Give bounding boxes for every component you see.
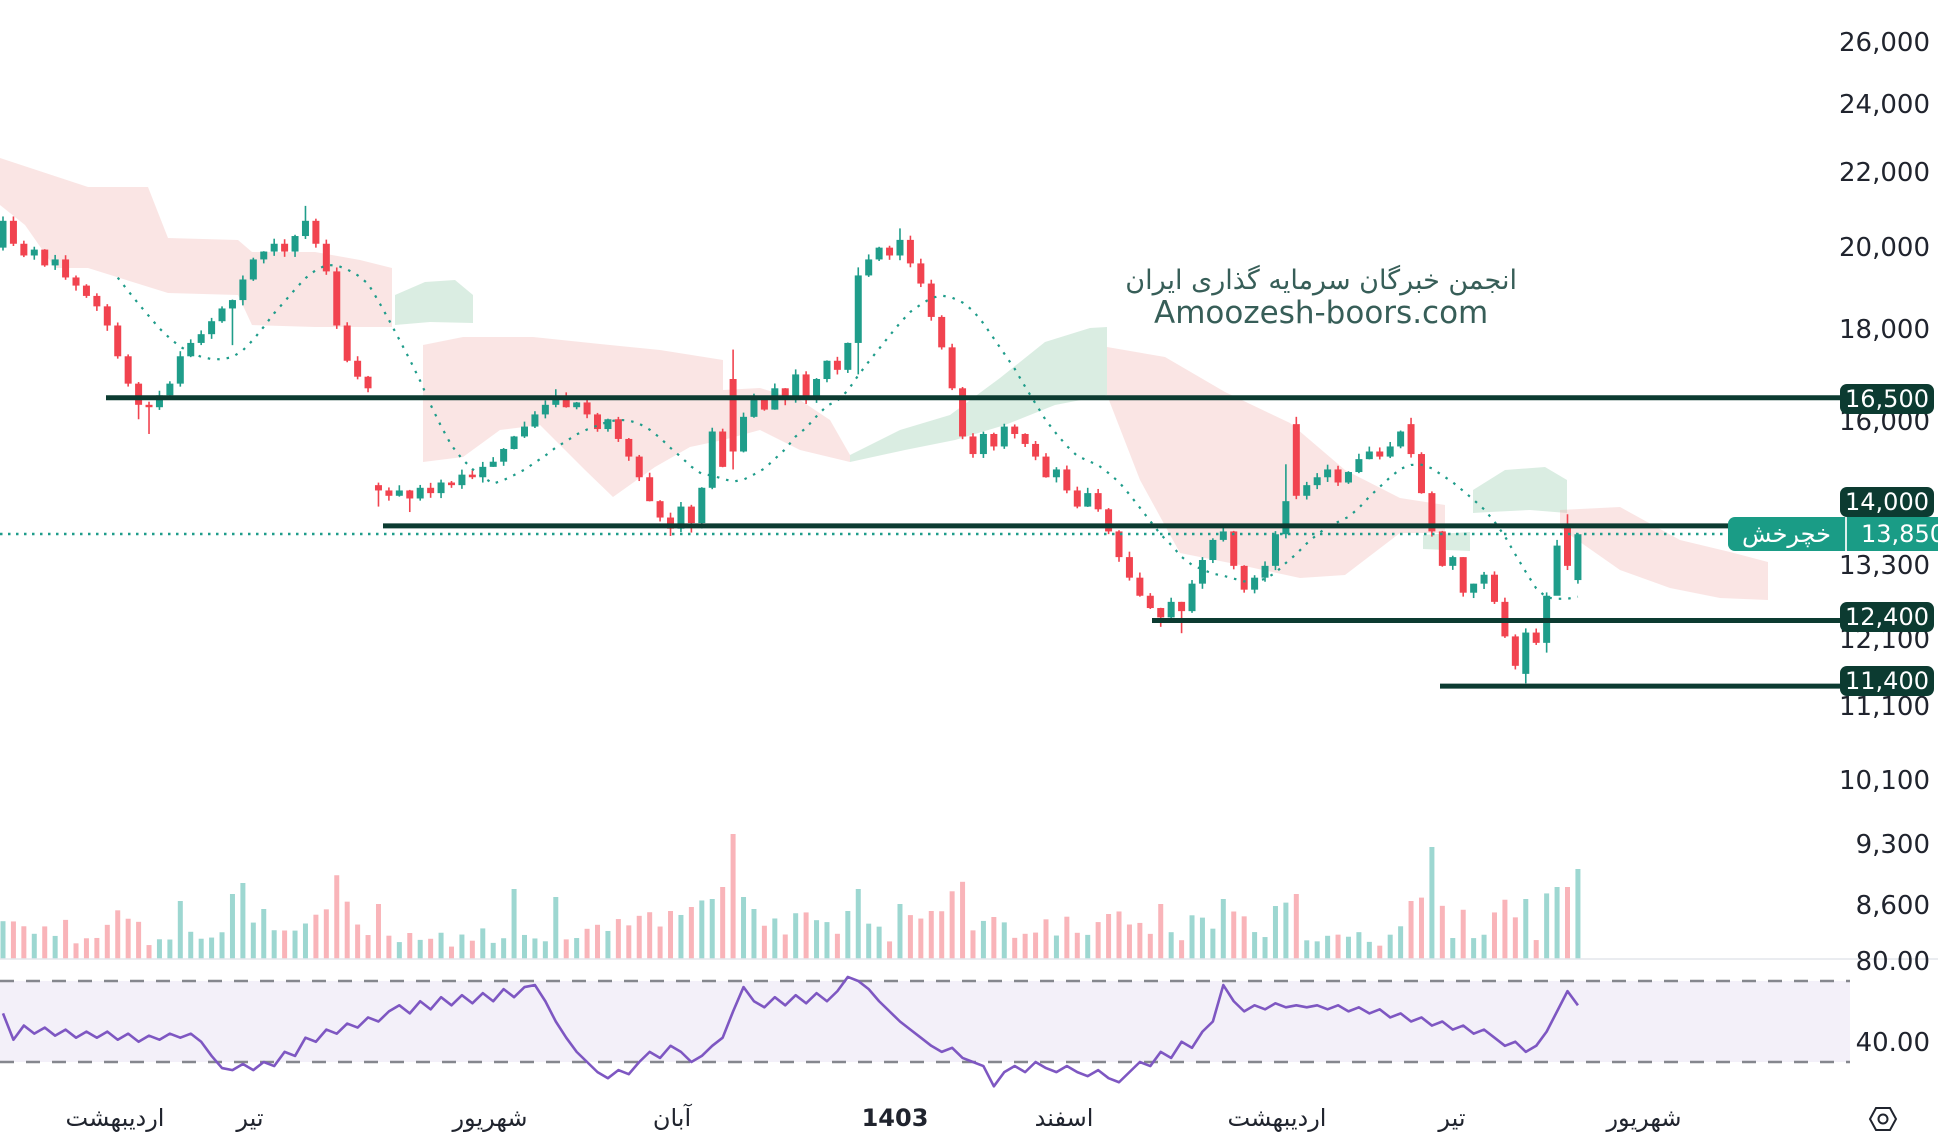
rsi-axis-tick: 80.00: [1855, 947, 1930, 977]
watermark-line2: Amoozesh-boors.com: [1154, 294, 1489, 331]
y-axis-tick: 22,000: [1839, 158, 1930, 189]
y-axis-tick: 18,000: [1839, 314, 1930, 345]
level-price-tag: 14,000: [1840, 487, 1934, 517]
level-price-tag: 11,400: [1840, 666, 1934, 696]
level-price-tag: 16,500: [1840, 384, 1934, 414]
y-axis-tick: 11,100: [1839, 691, 1930, 722]
time-axis-tick[interactable]: اسفند: [1034, 1104, 1094, 1132]
time-axis-tick[interactable]: شهریور: [452, 1104, 528, 1132]
y-axis-tick: 26,000: [1839, 28, 1930, 58]
watermark-line1: انجمن خبرگان سرمایه گذاری ایران: [1125, 265, 1517, 296]
current-price-label: خچرخش 13,850: [1728, 517, 1938, 551]
last-price: 13,850: [1861, 520, 1938, 548]
label-divider: [1845, 517, 1848, 551]
rsi-axis-tick: 40.00: [1855, 1028, 1930, 1058]
time-axis-tick[interactable]: 1403: [861, 1104, 929, 1132]
watermark: انجمن خبرگان سرمایه گذاری ایران Amoozesh…: [1125, 266, 1517, 330]
time-axis-tick[interactable]: اردیبهشت: [65, 1104, 165, 1132]
y-axis-tick: 10,100: [1839, 765, 1930, 796]
y-axis-tick: 13,300: [1839, 550, 1930, 581]
y-axis-tick: 20,000: [1839, 232, 1930, 263]
time-axis-tick[interactable]: اردیبهشت: [1227, 1104, 1327, 1132]
ticker-name: خچرخش: [1742, 520, 1832, 548]
time-axis-tick[interactable]: شهریور: [1606, 1104, 1682, 1132]
pane-maximize-icon[interactable]: [1868, 1106, 1898, 1132]
time-axis-tick[interactable]: تیر: [236, 1104, 264, 1132]
y-axis-tick: 8,600: [1855, 890, 1930, 921]
time-axis-tick[interactable]: آبان: [652, 1104, 692, 1132]
level-price-tag: 12,400: [1840, 602, 1934, 632]
time-axis-tick[interactable]: تیر: [1438, 1104, 1466, 1132]
y-axis-tick: 9,300: [1855, 829, 1930, 860]
y-axis-tick: 24,000: [1839, 90, 1930, 121]
